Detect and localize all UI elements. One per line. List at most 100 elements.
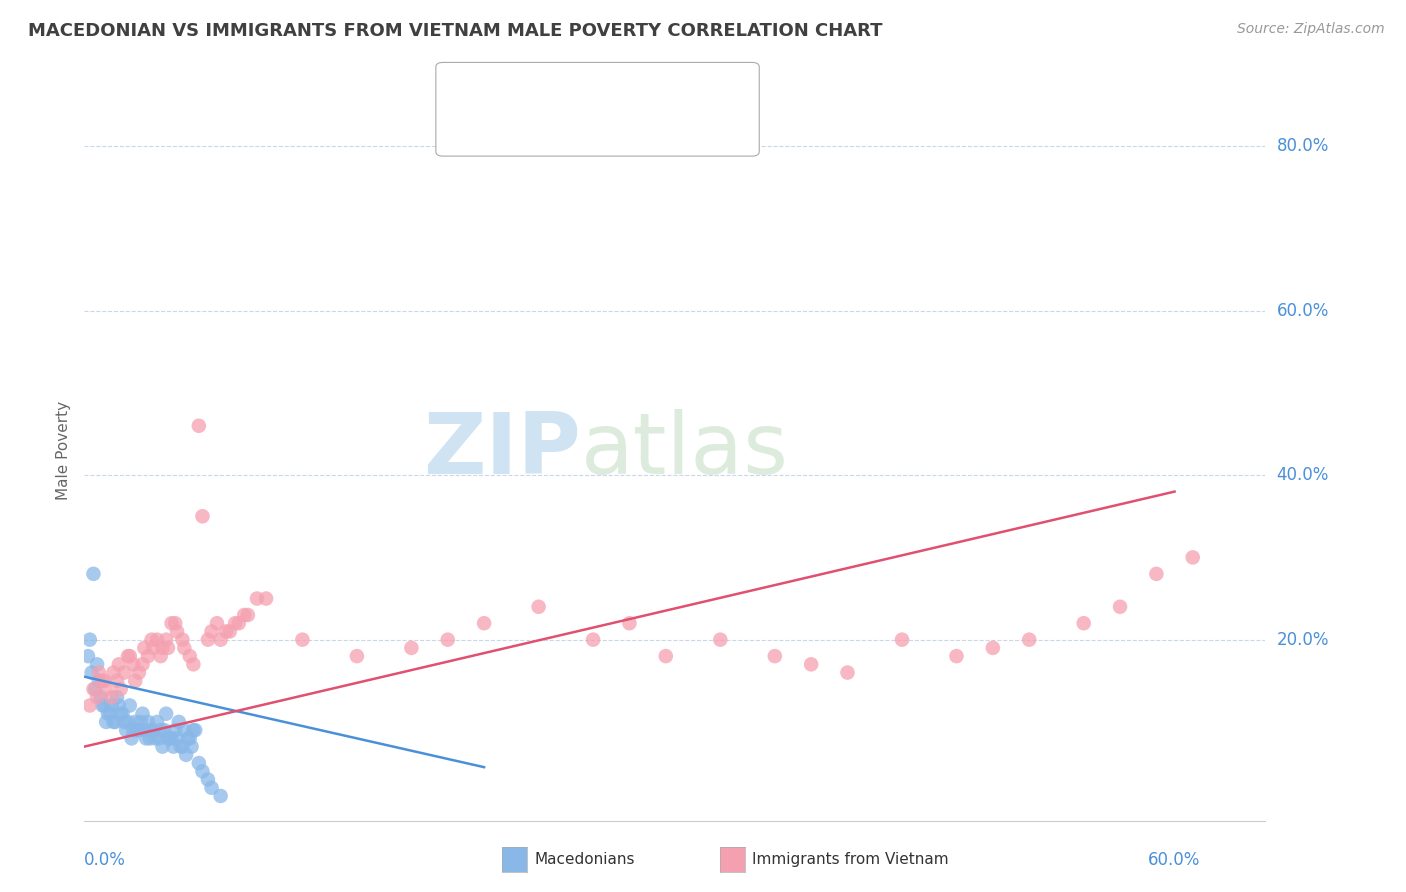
Point <box>172 632 194 647</box>
Point <box>146 632 169 647</box>
Point <box>96 714 118 729</box>
Point <box>117 714 139 729</box>
Point <box>100 690 122 705</box>
Point <box>160 731 183 746</box>
Point <box>800 657 823 672</box>
Point <box>79 632 101 647</box>
Point <box>152 739 174 754</box>
Point <box>98 706 121 721</box>
Point <box>472 616 495 631</box>
Point <box>291 632 314 647</box>
Point <box>134 640 156 655</box>
Text: Macedonians: Macedonians <box>534 853 634 867</box>
Point <box>166 731 188 746</box>
Point <box>160 616 183 631</box>
Point <box>173 640 195 655</box>
Point <box>110 706 132 721</box>
Point <box>183 657 205 672</box>
Point <box>139 731 162 746</box>
Point <box>103 714 125 729</box>
Point <box>79 698 101 713</box>
Point <box>1181 550 1204 565</box>
Point <box>1144 566 1167 581</box>
Point <box>122 657 145 672</box>
Point <box>236 607 259 622</box>
Text: 60.0%: 60.0% <box>1277 301 1329 319</box>
Point <box>105 673 128 688</box>
Point <box>128 723 150 738</box>
Point <box>118 698 141 713</box>
Text: 20.0%: 20.0% <box>1277 631 1329 648</box>
Point <box>945 649 967 664</box>
Point <box>233 607 256 622</box>
Point <box>134 723 156 738</box>
Text: ZIP: ZIP <box>423 409 581 492</box>
Point <box>228 616 250 631</box>
Point <box>187 418 209 433</box>
Text: N = 65: N = 65 <box>616 84 683 103</box>
Point <box>165 723 187 738</box>
Point <box>153 723 176 738</box>
Point <box>90 690 112 705</box>
Point <box>77 649 100 664</box>
Point <box>156 640 179 655</box>
Point <box>173 723 195 738</box>
Point <box>655 649 678 664</box>
Point <box>108 698 131 713</box>
Point <box>112 665 135 680</box>
Point <box>149 649 172 664</box>
Point <box>837 665 859 680</box>
Point <box>146 714 169 729</box>
Point <box>166 624 188 639</box>
Point <box>143 731 166 746</box>
Point <box>103 665 125 680</box>
Point <box>149 723 172 738</box>
Point <box>209 632 232 647</box>
Point <box>582 632 605 647</box>
Point <box>156 731 179 746</box>
Point <box>167 714 190 729</box>
Point <box>129 714 152 729</box>
Point <box>131 657 153 672</box>
Point <box>165 616 187 631</box>
Text: N = 70: N = 70 <box>616 119 683 137</box>
Point <box>246 591 269 606</box>
Point <box>148 731 170 746</box>
Point <box>709 632 731 647</box>
Point <box>91 673 114 688</box>
Point <box>128 665 150 680</box>
Point <box>159 731 181 746</box>
Point <box>124 673 146 688</box>
Point <box>209 789 232 803</box>
Point <box>162 739 184 754</box>
Text: Source: ZipAtlas.com: Source: ZipAtlas.com <box>1237 22 1385 37</box>
Text: R = -0.318: R = -0.318 <box>496 84 602 103</box>
Point <box>91 698 114 713</box>
Point <box>1073 616 1095 631</box>
Point <box>1109 599 1132 614</box>
Point <box>200 624 222 639</box>
Point <box>125 723 148 738</box>
Point <box>763 649 786 664</box>
Point <box>155 706 177 721</box>
Point <box>136 714 159 729</box>
Point <box>169 739 191 754</box>
Point <box>136 649 159 664</box>
Point <box>224 616 246 631</box>
Point <box>191 764 214 779</box>
Point <box>527 599 550 614</box>
Point <box>218 624 240 639</box>
Point <box>87 673 110 688</box>
Point <box>118 649 141 664</box>
Y-axis label: Male Poverty: Male Poverty <box>56 401 72 500</box>
Point <box>96 681 118 696</box>
Point <box>891 632 914 647</box>
Text: Immigrants from Vietnam: Immigrants from Vietnam <box>752 853 949 867</box>
Text: atlas: atlas <box>581 409 789 492</box>
Point <box>82 566 104 581</box>
Point <box>180 739 202 754</box>
Point <box>141 632 163 647</box>
Point <box>172 739 194 754</box>
Point <box>87 665 110 680</box>
Point <box>121 731 143 746</box>
